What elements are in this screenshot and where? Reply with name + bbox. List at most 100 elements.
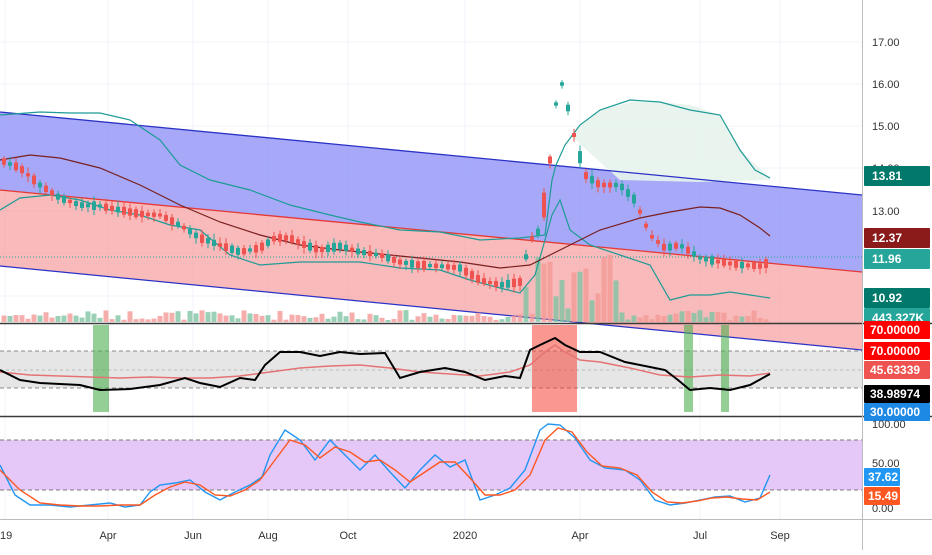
candle — [434, 259, 438, 273]
candle — [266, 237, 270, 249]
rsi-upper-2-badge: 70.00000 — [864, 342, 930, 360]
volume-bar — [745, 316, 751, 322]
volume-bar — [193, 313, 199, 322]
volume-bar — [151, 318, 157, 322]
volume-bar — [259, 315, 265, 322]
time-label: 19 — [0, 530, 12, 542]
volume-bar — [655, 314, 661, 322]
candle — [458, 261, 462, 277]
lower-band-label: 10.92 — [872, 291, 902, 305]
volume-bar — [91, 313, 97, 322]
volume-bar — [211, 311, 217, 322]
candle — [674, 240, 678, 252]
candle — [572, 128, 576, 142]
candle — [620, 180, 624, 196]
volume-bar — [127, 311, 133, 322]
time-axis[interactable]: 19 Apr Jun Aug Oct 2020 Apr Jul Sep — [0, 530, 790, 542]
candle — [26, 167, 30, 183]
time-label: Apr — [99, 530, 116, 542]
rsi-pane[interactable] — [0, 325, 862, 412]
volume-bar — [547, 261, 553, 322]
volume-bar — [649, 319, 655, 322]
volume-bar — [67, 313, 73, 322]
candle — [584, 168, 588, 184]
rsi-ma-badge: 45.63339 — [864, 361, 930, 379]
ma-value-badge: 12.37 — [864, 228, 930, 248]
lower-band-badge: 10.92 — [864, 288, 930, 308]
volume-bar — [253, 314, 259, 322]
candle — [20, 163, 24, 178]
volume-bar — [589, 300, 595, 322]
price-axis[interactable]: 17.0016.0015.0014.0013.0012.0011.0013.81… — [864, 37, 930, 328]
volume-bar — [595, 293, 601, 322]
candle — [38, 179, 42, 194]
candle — [512, 273, 516, 293]
candle — [182, 223, 186, 233]
candle — [200, 229, 204, 247]
volume-bar — [757, 317, 763, 322]
candle — [380, 249, 384, 263]
candle — [134, 206, 138, 220]
rsi-upper-badge: 70.00000 — [864, 321, 930, 339]
volume-bar — [373, 315, 379, 322]
candle — [374, 248, 378, 259]
volume-bar — [85, 311, 91, 322]
price-pane[interactable] — [0, 80, 863, 351]
volume-bar — [763, 319, 769, 322]
candle — [680, 239, 684, 254]
candle — [644, 221, 648, 231]
volume-bar — [139, 318, 145, 322]
candle — [476, 270, 480, 286]
candle — [14, 157, 18, 173]
volume-bar — [463, 315, 469, 322]
volume-bar — [379, 317, 385, 322]
candle — [758, 258, 762, 275]
price-tick-label: 17.00 — [872, 37, 900, 49]
volume-bar — [523, 287, 529, 322]
rsi-highlight-oversold-1 — [93, 325, 109, 412]
candle — [92, 195, 96, 215]
candle — [488, 277, 492, 289]
volume-bar — [265, 315, 271, 322]
volume-bar — [331, 316, 337, 322]
candle — [524, 249, 528, 262]
candle — [500, 277, 504, 293]
stochastic-pane[interactable] — [0, 423, 862, 508]
volume-bar — [31, 314, 37, 322]
candle — [80, 198, 84, 212]
rsi-axis[interactable]: 70.00000 70.00000 45.63339 38.98974 30.00000 — [864, 321, 930, 421]
volume-bar — [157, 315, 163, 322]
candle — [506, 274, 510, 291]
candle — [716, 254, 720, 269]
volume-bar — [163, 312, 169, 322]
candle — [698, 254, 702, 265]
candle — [728, 256, 732, 271]
candle — [704, 254, 708, 267]
volume-bar — [391, 319, 397, 322]
candle — [188, 225, 192, 239]
volume-bar — [361, 319, 367, 322]
bollinger-cloud — [570, 100, 770, 182]
channel-line-upper — [0, 111, 863, 196]
volume-bar — [49, 317, 55, 322]
candle — [494, 277, 498, 292]
candle — [32, 172, 36, 188]
volume-bar — [625, 319, 631, 322]
rsi-value-badge: 38.98974 — [864, 385, 930, 403]
volume-bar — [451, 314, 457, 322]
candle — [464, 264, 468, 280]
price-tick-label: 15.00 — [872, 121, 900, 133]
candle — [764, 256, 768, 274]
volume-bar — [13, 315, 19, 322]
candle — [518, 275, 522, 292]
volume-bar — [685, 310, 691, 322]
stoch-d-line — [0, 427, 771, 507]
stochastic-axis[interactable]: 100.00 50.00 0.00 37.62 15.49 — [864, 419, 906, 515]
candle — [362, 247, 366, 259]
time-label: Jul — [693, 530, 707, 542]
volume-bar — [403, 310, 409, 322]
candle — [212, 233, 216, 251]
candle — [254, 241, 258, 259]
stoch-k-line — [0, 423, 771, 508]
